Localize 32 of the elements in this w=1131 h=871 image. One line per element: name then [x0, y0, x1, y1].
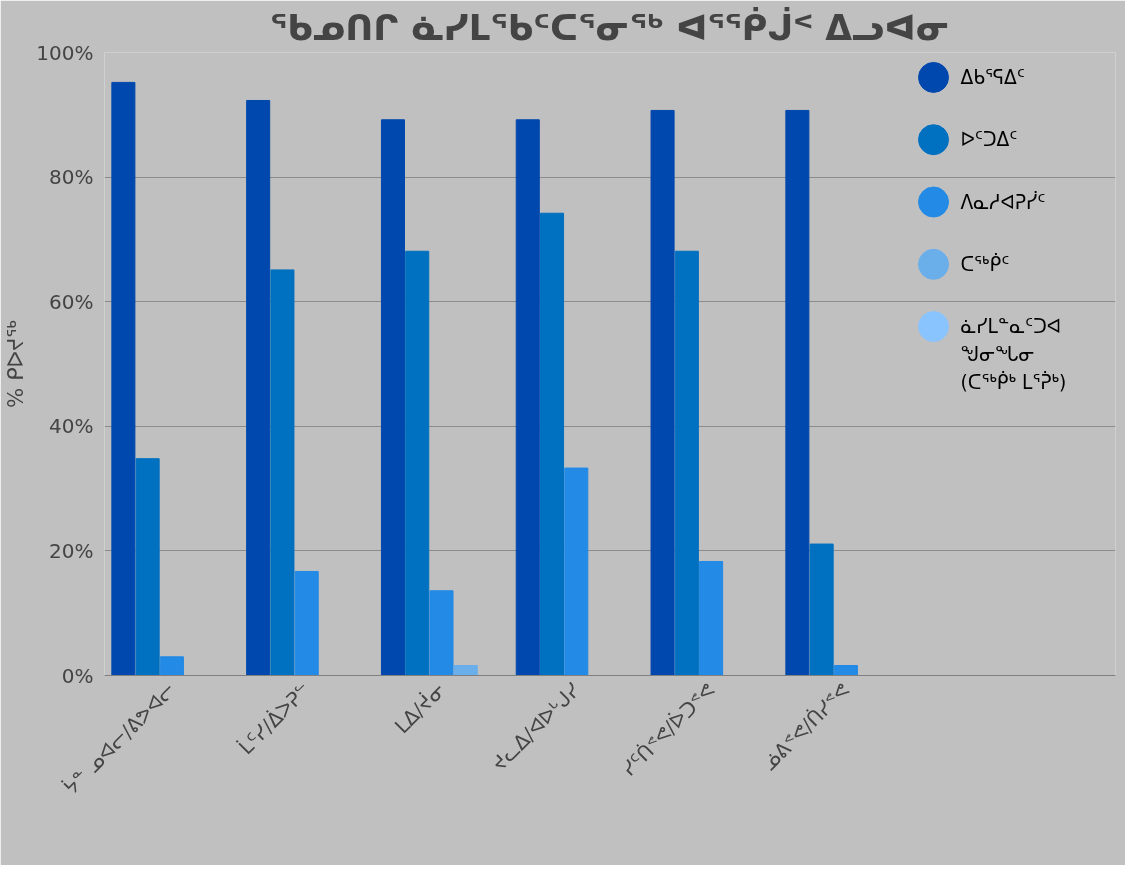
- bar: [294, 570, 319, 676]
- bar: [833, 665, 858, 676]
- bar: [540, 212, 565, 676]
- legend-label: ᐃᑲᕐᕋᐃᑦ: [960, 66, 1025, 88]
- y-tick-label: 40%: [49, 414, 94, 439]
- y-tick-label: 80%: [49, 165, 94, 190]
- y-tick-label: 60%: [49, 289, 94, 314]
- bar: [650, 109, 675, 676]
- bar: [159, 656, 184, 676]
- bar: [674, 250, 699, 676]
- bar: [405, 250, 430, 676]
- bar: [270, 269, 295, 676]
- legend-label: ᓈᓯᒪᓐᓇᑦᑐᐊ ᖑᓂᖓᓂ (ᑕᖅᑮᒃ ᒪᕐᕉᒃ): [960, 316, 1067, 394]
- bar: [429, 590, 454, 676]
- legend-label: ᑕᖅᑮᑦ: [960, 252, 1010, 275]
- bar: [785, 109, 810, 676]
- legend-label: ᐅᑦᑐᐃᑦ: [960, 129, 1018, 151]
- bar: [111, 81, 136, 676]
- y-tick-label: 0%: [61, 663, 94, 688]
- bar: [564, 467, 589, 676]
- bar: [453, 665, 478, 676]
- chart-title: ᖃᓄᑎᒋ ᓈᓯᒪᖃᑦᑕᕐᓂᖅ ᐊᕐᖀᒎᑉ ᐃᓗᐊᓂ: [270, 6, 950, 48]
- bar: [809, 543, 834, 676]
- y-axis-title: % ᑭᐅᔪᖅ: [3, 319, 29, 408]
- bar: [515, 119, 540, 676]
- bar: [380, 119, 405, 676]
- legend-label: ᐱᓇᓱᐊᕈᓰᑦ: [960, 190, 1046, 213]
- bar: [246, 99, 271, 676]
- y-tick-label: 100%: [36, 40, 94, 65]
- bar: [699, 560, 724, 676]
- y-tick-label: 20%: [49, 538, 94, 563]
- bar: [135, 458, 160, 676]
